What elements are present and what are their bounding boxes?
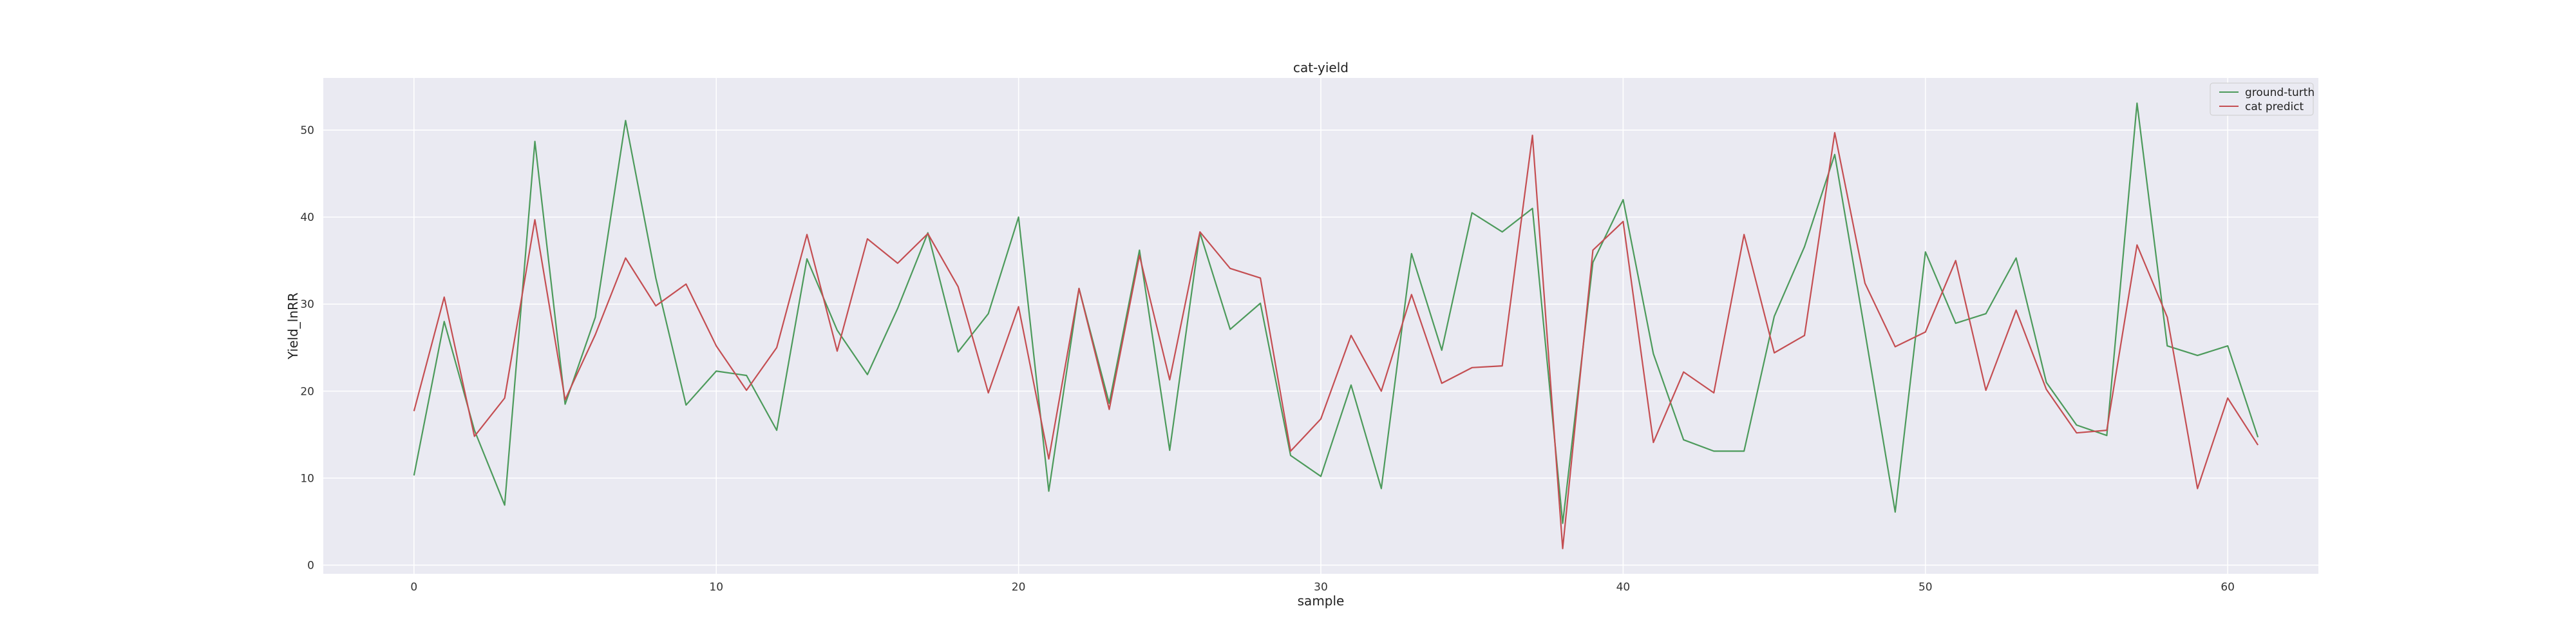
x-tick-label: 40 bbox=[1616, 581, 1631, 594]
series-lines bbox=[413, 102, 2259, 549]
x-tick-label: 30 bbox=[1314, 581, 1328, 594]
x-tick-label: 20 bbox=[1012, 581, 1026, 594]
chart-title: cat-yield bbox=[1293, 60, 1349, 75]
x-tick-label: 50 bbox=[1918, 581, 1933, 594]
legend: ground-turth cat predict bbox=[2210, 82, 2315, 116]
y-tick-label: 20 bbox=[300, 385, 314, 398]
y-tick-label: 30 bbox=[300, 298, 314, 311]
x-gridlines bbox=[413, 78, 2228, 574]
series-line-ground-turth bbox=[413, 102, 2259, 524]
x-tick-label: 10 bbox=[709, 581, 723, 594]
y-tick-labels: 0 10 20 30 40 50 bbox=[300, 124, 314, 572]
x-tick-label: 60 bbox=[2221, 581, 2235, 594]
legend-box bbox=[2210, 82, 2314, 116]
x-axis-label: sample bbox=[1298, 593, 1345, 609]
y-tick-label: 40 bbox=[300, 211, 314, 224]
series-line-cat-predict bbox=[413, 132, 2259, 549]
y-axis-label: Yield_lnRR bbox=[285, 292, 301, 360]
y-tick-label: 10 bbox=[300, 472, 314, 485]
y-tick-label: 0 bbox=[307, 559, 314, 572]
y-tick-label: 50 bbox=[300, 124, 314, 137]
legend-label-cat-predict: cat predict bbox=[2245, 100, 2304, 113]
legend-label-ground-turth: ground-turth bbox=[2245, 86, 2315, 99]
x-tick-label: 0 bbox=[410, 581, 417, 594]
x-tick-labels: 0 10 20 30 40 50 60 bbox=[410, 581, 2235, 594]
